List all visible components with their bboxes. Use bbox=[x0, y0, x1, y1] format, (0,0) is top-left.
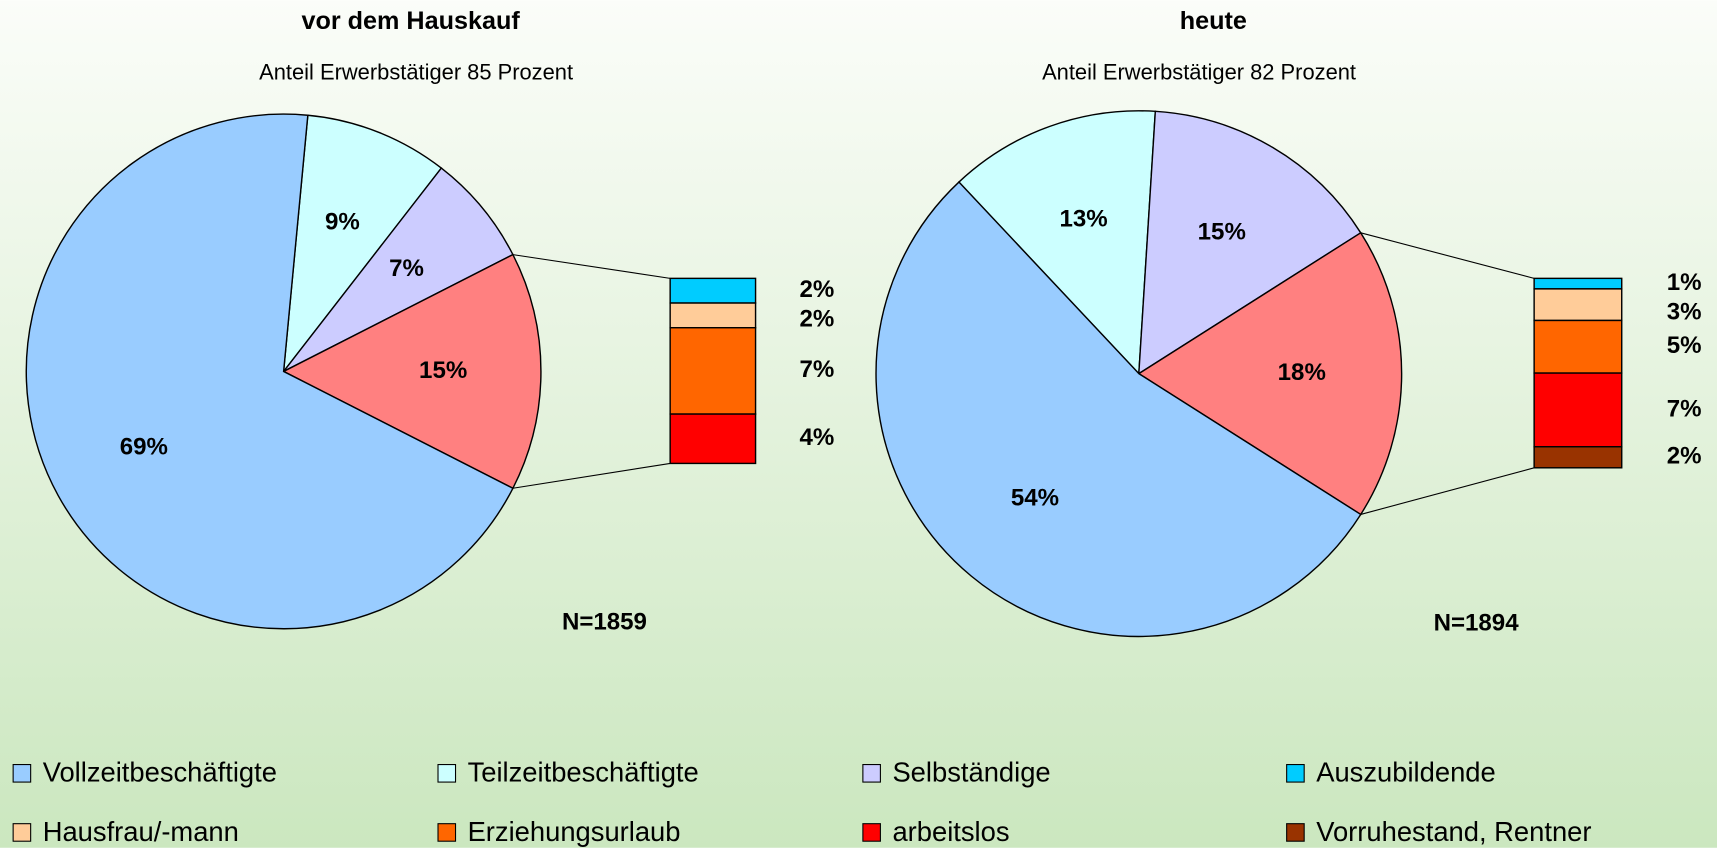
legend-label: Vollzeitbeschäftigte bbox=[43, 757, 277, 788]
bar-segment bbox=[669, 413, 757, 465]
bar-label: 4% bbox=[799, 424, 834, 451]
pie-slice bbox=[282, 114, 443, 374]
bar-segment bbox=[1533, 372, 1623, 448]
slice-label: 15% bbox=[1198, 219, 1246, 246]
pie-slice bbox=[282, 253, 542, 490]
legend-label: Hausfrau/-mann bbox=[43, 816, 239, 847]
pie-slice bbox=[283, 167, 514, 373]
legend-swatch bbox=[1286, 823, 1305, 842]
legend-label: Auszubildende bbox=[1316, 757, 1495, 788]
slice-label: 9% bbox=[325, 208, 360, 235]
pie-slice bbox=[1138, 110, 1362, 375]
legend-label: Vorruhestand, Rentner bbox=[1316, 816, 1591, 847]
bar-label: 5% bbox=[1667, 332, 1702, 359]
bar-segment bbox=[1533, 277, 1623, 290]
legend-swatch bbox=[12, 823, 32, 842]
slice-label: 18% bbox=[1278, 359, 1326, 386]
slice-label: 15% bbox=[419, 357, 467, 384]
bar-label: 2% bbox=[1667, 443, 1702, 470]
legend-label: Teilzeitbeschäftigte bbox=[468, 757, 699, 788]
legend-label: Selbständige bbox=[892, 757, 1050, 788]
bar-label: 7% bbox=[1667, 395, 1702, 422]
slice-label: 69% bbox=[120, 434, 168, 461]
bar-segment bbox=[669, 277, 757, 304]
slice-label: 54% bbox=[1011, 485, 1059, 512]
pie-slice bbox=[957, 110, 1157, 376]
bar-segment bbox=[1533, 319, 1623, 374]
bar-label: 1% bbox=[1667, 269, 1702, 296]
bar-label: 7% bbox=[799, 356, 834, 383]
bar-label: 3% bbox=[1667, 299, 1702, 326]
legend-swatch bbox=[12, 764, 32, 783]
legend-swatch bbox=[1286, 764, 1305, 783]
bar-segment bbox=[669, 326, 757, 415]
connector bbox=[512, 462, 671, 489]
bar-label: 2% bbox=[799, 276, 834, 303]
sample-size: N=1894 bbox=[1434, 610, 1520, 637]
slice-label: 7% bbox=[389, 255, 424, 282]
bar-label: 2% bbox=[799, 306, 834, 333]
slice-label: 13% bbox=[1060, 206, 1108, 233]
bar-segment bbox=[669, 302, 757, 329]
sample-size: N=1859 bbox=[562, 609, 647, 636]
connector bbox=[1360, 232, 1535, 279]
legend-swatch bbox=[862, 823, 881, 842]
chart-subtitle: Anteil Erwerbstätiger 82 Prozent bbox=[1042, 59, 1356, 84]
legend-swatch bbox=[437, 823, 457, 842]
connector bbox=[512, 254, 671, 279]
pie-slice bbox=[25, 113, 514, 630]
chart-title: vor dem Hauskauf bbox=[302, 7, 521, 35]
legend-label: arbeitslos bbox=[892, 816, 1009, 847]
legend-swatch bbox=[862, 764, 881, 783]
pie-slice bbox=[875, 181, 1362, 638]
bar-segment bbox=[1533, 446, 1623, 469]
legend-swatch bbox=[437, 764, 457, 783]
chart-subtitle: Anteil Erwerbstätiger 85 Prozent bbox=[259, 59, 573, 84]
chart-title: heute bbox=[1180, 7, 1247, 35]
legend-label: Erziehungsurlaub bbox=[468, 816, 681, 847]
bar-segment bbox=[1533, 288, 1623, 322]
connector bbox=[1360, 467, 1535, 515]
pie-slice bbox=[1137, 231, 1403, 516]
